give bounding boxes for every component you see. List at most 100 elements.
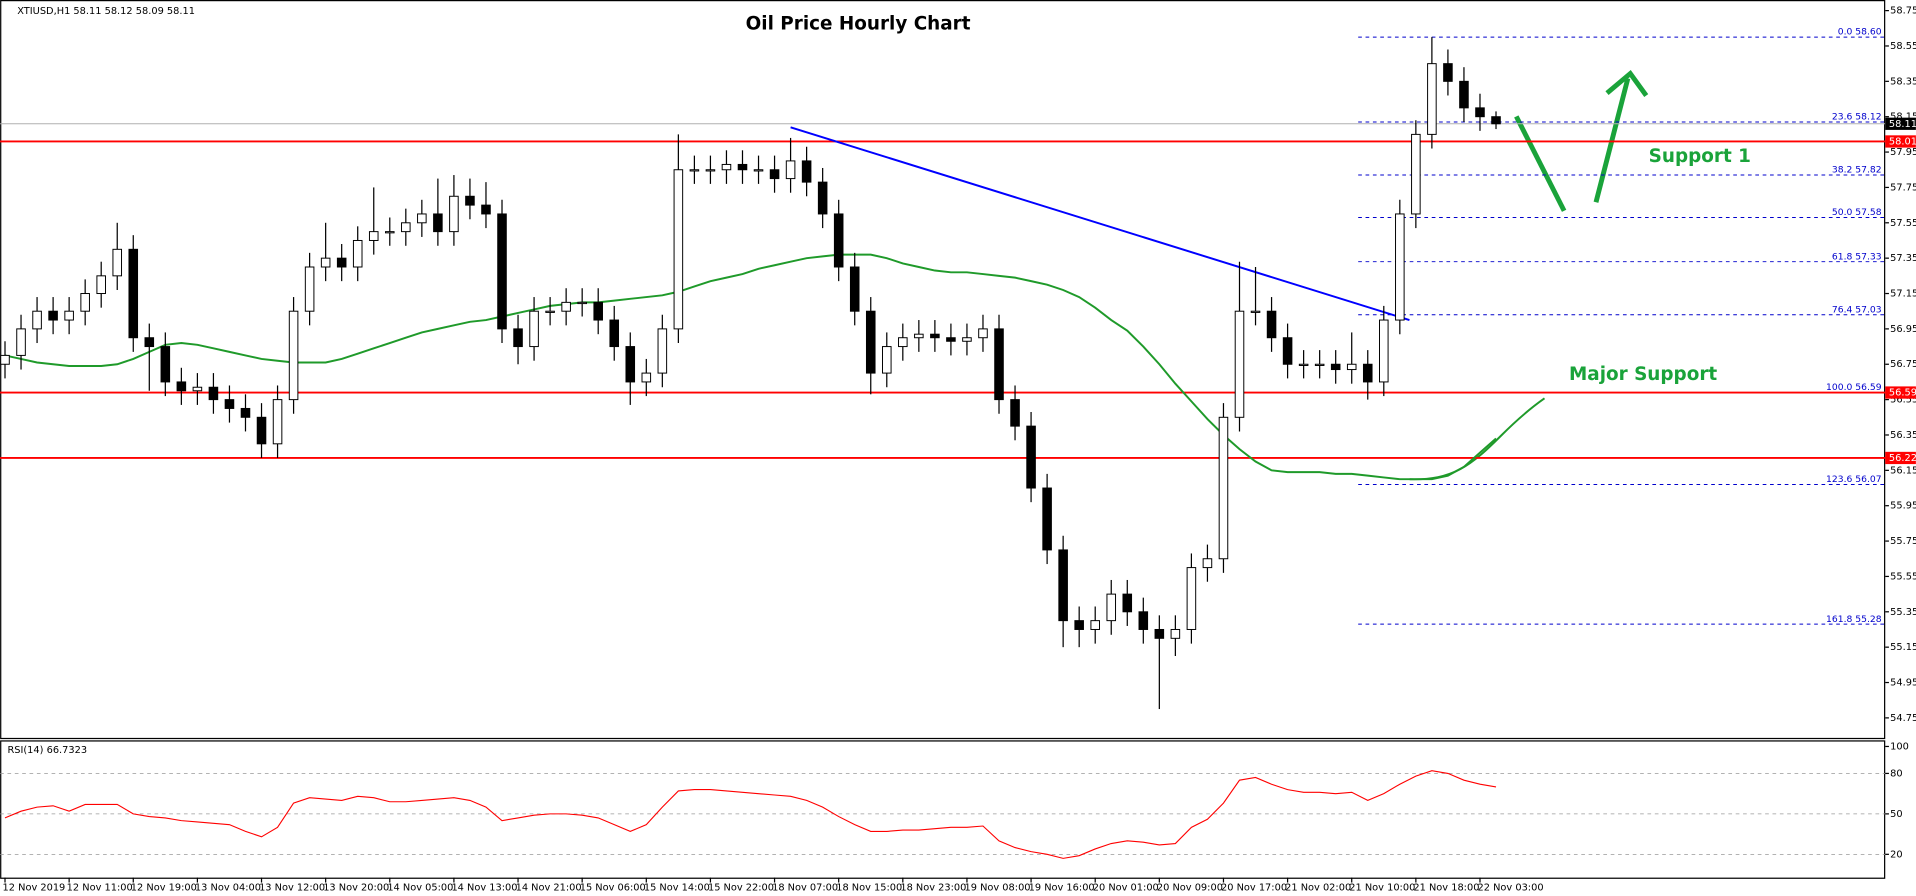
rsi-tick-label: 50 (1890, 809, 1902, 820)
candle-body (1443, 63, 1453, 82)
candle-body (497, 213, 507, 330)
candle-body (962, 337, 972, 342)
candle-body (978, 328, 988, 339)
candle-body (1010, 399, 1020, 427)
candle-body (833, 213, 844, 268)
x-tick-label: 12 Nov 2019 (3, 882, 66, 893)
chart-title: Oil Price Hourly Chart (746, 14, 971, 35)
candle-body (1427, 63, 1437, 135)
symbol-label: XTIUSD,H1 58.11 58.12 58.09 58.11 (17, 6, 195, 17)
candle-body (1106, 593, 1117, 622)
rsi-tick-label: 80 (1890, 768, 1902, 779)
candle-body (1298, 363, 1309, 366)
y-tick-label: 55.95 (1890, 501, 1916, 512)
candle-body (240, 407, 251, 418)
y-tick-label: 57.55 (1890, 218, 1916, 229)
y-tick-label: 56.75 (1890, 359, 1916, 370)
candle-body (192, 386, 203, 392)
price-box-label: 56.22 (1889, 453, 1916, 464)
candle-body (32, 310, 42, 330)
candle-body (593, 301, 603, 321)
candle-body (1266, 310, 1277, 339)
x-tick-label: 13 Nov 20:00 (323, 882, 389, 893)
annotation: Major Support (1569, 364, 1717, 385)
fib-label: 38.2 57.82 (1832, 165, 1882, 176)
candle-body (817, 181, 828, 215)
projection-curve (1409, 397, 1546, 481)
candle-body (946, 337, 956, 342)
candle-body (272, 399, 283, 445)
candle-body (882, 346, 892, 374)
fib-label: 23.6 58.12 (1832, 112, 1882, 123)
candle-body (160, 346, 171, 383)
fib-label: 100.0 56.59 (1826, 382, 1882, 393)
rsi-line (4, 770, 1497, 859)
candle-body (1234, 310, 1245, 418)
price-box (1885, 386, 1916, 399)
candle-body (1090, 620, 1100, 630)
y-tick-label: 56.95 (1890, 324, 1916, 335)
arrow (1514, 115, 1567, 212)
candle-body (898, 337, 908, 348)
fib-label: 50.0 57.58 (1832, 207, 1882, 218)
candle-body (112, 248, 123, 277)
rsi-panel (0, 740, 1886, 879)
candle-body (1346, 363, 1357, 371)
candle-body (737, 163, 748, 171)
candle-body (673, 169, 684, 330)
candle-body (641, 372, 652, 383)
candle-body (1379, 319, 1389, 383)
candle-body (625, 346, 636, 383)
candle-body (368, 231, 379, 241)
candle-body (561, 301, 571, 312)
candle-body (1411, 133, 1421, 215)
candle-body (705, 169, 716, 172)
trendline (790, 126, 1410, 321)
candle-body (16, 328, 26, 356)
fib-label: 161.8 55.28 (1826, 614, 1882, 625)
x-tick-label: 12 Nov 11:00 (67, 882, 133, 893)
candle-body (609, 319, 620, 348)
x-tick-label: 19 Nov 16:00 (1029, 882, 1095, 893)
y-tick-label: 57.15 (1890, 289, 1916, 300)
candle-body (352, 239, 363, 268)
y-tick-label: 58.75 (1890, 6, 1916, 17)
candle-body (320, 257, 331, 268)
candle-body (433, 213, 443, 233)
y-tick-label: 55.15 (1890, 642, 1916, 653)
x-tick-label: 15 Nov 14:00 (644, 882, 710, 893)
fib-label: 0.0 58.60 (1838, 27, 1882, 38)
price-box (1885, 135, 1916, 148)
rsi-tick-label: 20 (1890, 849, 1902, 860)
candle-body (96, 275, 106, 295)
x-tick-label: 21 Nov 10:00 (1349, 882, 1415, 893)
y-tick-label: 57.95 (1890, 147, 1916, 158)
arrow (1593, 69, 1649, 203)
candle-body (1154, 628, 1165, 639)
candle-body (256, 416, 267, 445)
candle-body (801, 160, 812, 183)
candle-body (1170, 628, 1181, 639)
candle-body (1395, 213, 1405, 321)
annotation: Support 1 (1649, 146, 1751, 167)
candle-body (689, 169, 700, 172)
moving-average (4, 253, 1497, 481)
x-tick-label: 20 Nov 09:00 (1157, 882, 1223, 893)
price-box (1885, 117, 1916, 130)
y-tick-label: 55.75 (1890, 536, 1916, 547)
candle-body (1459, 80, 1469, 109)
rsi-tick-label: 100 (1890, 741, 1909, 752)
candle-body (1330, 363, 1341, 371)
x-tick-label: 20 Nov 17:00 (1221, 882, 1287, 893)
x-tick-label: 21 Nov 18:00 (1413, 882, 1479, 893)
price-panel (0, 0, 1886, 740)
candle-body (1058, 549, 1068, 622)
candle-body (1042, 487, 1052, 551)
rsi-label: RSI(14) 66.7323 (7, 745, 87, 756)
candle-body (930, 333, 940, 339)
y-tick-label: 57.35 (1890, 253, 1916, 264)
y-tick-label: 58.35 (1890, 76, 1916, 87)
x-tick-label: 18 Nov 23:00 (900, 882, 966, 893)
x-tick-label: 19 Nov 08:00 (964, 882, 1030, 893)
candle-body (1026, 425, 1036, 489)
